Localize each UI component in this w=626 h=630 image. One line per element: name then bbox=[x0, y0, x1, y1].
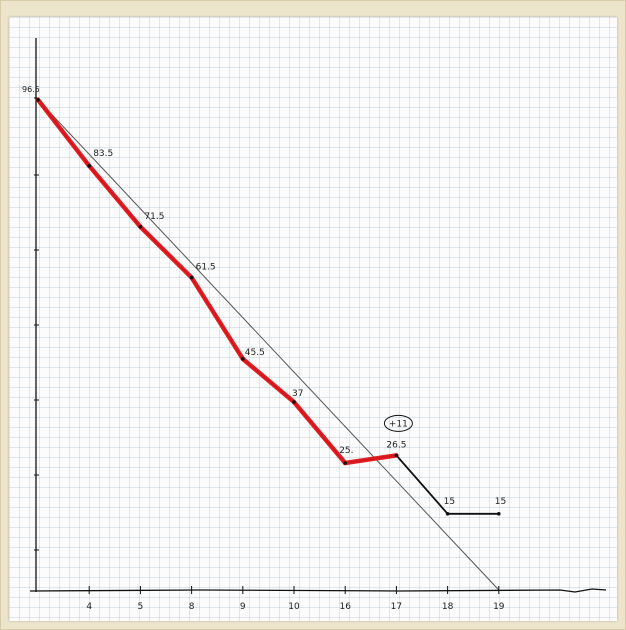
x-tick-label-5: 10 bbox=[288, 602, 300, 612]
data-point-5 bbox=[292, 400, 296, 404]
data-label-9: 15 bbox=[495, 497, 506, 507]
data-point-2 bbox=[138, 224, 143, 229]
x-tick-label-4: 9 bbox=[240, 602, 246, 612]
annotation-circle bbox=[383, 414, 413, 432]
data-point-4 bbox=[241, 357, 245, 361]
data-point-7 bbox=[394, 453, 399, 458]
x-tick-label-9: 19 bbox=[493, 602, 505, 612]
actual-segment-4 bbox=[240, 356, 297, 405]
data-point-9 bbox=[497, 512, 501, 516]
ideal-line-group bbox=[37, 99, 500, 591]
actual-segment-1 bbox=[86, 163, 143, 230]
data-label-6: 25. bbox=[339, 446, 353, 456]
data-label-0: 96.5 bbox=[22, 85, 40, 94]
x-tick-label-2: 5 bbox=[138, 602, 144, 612]
x-axis bbox=[29, 588, 607, 593]
x-tick-labels: 4 5 8 9 10 16 17 18 19 bbox=[86, 586, 505, 612]
actual-segment-2 bbox=[138, 224, 194, 280]
point-markers bbox=[36, 97, 501, 516]
data-label-5: 37 bbox=[292, 389, 303, 399]
data-point-0 bbox=[36, 97, 40, 102]
actual-segment-5 bbox=[291, 399, 348, 466]
actual-segment-3 bbox=[189, 275, 246, 362]
data-labels: 96.5 83.5 71.5 61.5 45.5 37 25. 26.5 15 15 bbox=[22, 85, 506, 507]
data-label-7: 26.5 bbox=[386, 440, 406, 450]
actual-segment-0 bbox=[35, 97, 92, 169]
data-point-8 bbox=[445, 512, 450, 516]
axes bbox=[29, 38, 607, 593]
pen-line-group bbox=[37, 98, 500, 515]
ideal-line bbox=[37, 99, 500, 591]
graph-paper bbox=[9, 17, 617, 621]
actual-segment-6 bbox=[342, 453, 399, 466]
data-point-3 bbox=[189, 275, 194, 280]
data-point-1 bbox=[87, 164, 91, 168]
x-tick-label-6: 16 bbox=[339, 602, 351, 612]
annotation-group: +11 bbox=[383, 414, 413, 432]
data-label-8: 15 bbox=[444, 497, 455, 507]
data-label-4: 45.5 bbox=[245, 348, 265, 358]
x-tick-label-1: 4 bbox=[86, 602, 92, 612]
data-point-6 bbox=[343, 461, 348, 465]
pen-segment-7 bbox=[395, 454, 449, 515]
x-tick-label-3: 8 bbox=[189, 602, 195, 612]
x-tick-label-8: 18 bbox=[442, 602, 454, 612]
data-label-3: 61.5 bbox=[196, 263, 216, 273]
data-label-1: 83.5 bbox=[93, 149, 113, 159]
data-label-2: 71.5 bbox=[144, 212, 164, 222]
annotation-text: +11 bbox=[389, 419, 408, 429]
x-tick-label-7: 17 bbox=[391, 602, 402, 612]
actual-line-group bbox=[35, 97, 399, 466]
